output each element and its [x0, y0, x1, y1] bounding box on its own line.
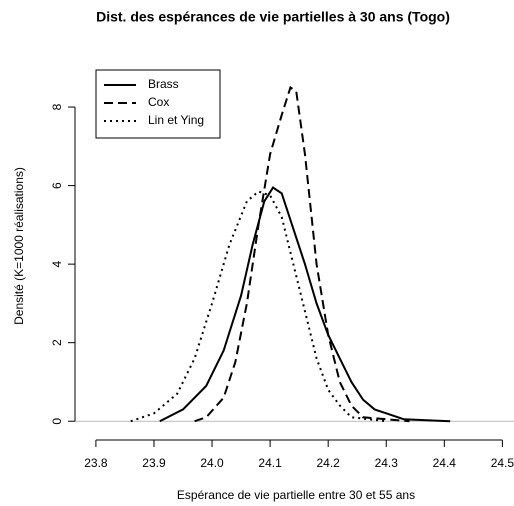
density-line: [194, 85, 410, 423]
x-tick-label: 24.1: [258, 456, 282, 470]
chart-title: Dist. des espérances de vie partielles à…: [96, 9, 450, 25]
y-tick-label: 0: [50, 418, 64, 425]
x-axis-label: Espérance de vie partielle entre 30 et 5…: [177, 488, 415, 502]
legend-box: [95, 69, 221, 139]
y-tick-label: 6: [50, 182, 64, 189]
x-tick-label: 24.2: [317, 456, 341, 470]
y-tick-label: 8: [50, 103, 64, 110]
x-tick-label: 24.0: [200, 456, 224, 470]
legend-label: Lin et Ying: [148, 113, 204, 127]
legend-label: Cox: [148, 95, 169, 109]
x-tick-label: 23.8: [84, 456, 108, 470]
x-tick-label: 23.9: [142, 456, 166, 470]
density-line: [159, 186, 451, 423]
y-axis-label: Densité (K=1000 réalisations): [12, 167, 26, 325]
x-tick-label: 24.4: [433, 456, 457, 470]
y-tick-label: 2: [50, 339, 64, 346]
x-tick-label: 24.3: [375, 456, 399, 470]
legend-label: Brass: [148, 77, 179, 91]
y-tick-label: 4: [50, 260, 64, 267]
x-tick-label: 24.5: [491, 456, 514, 470]
